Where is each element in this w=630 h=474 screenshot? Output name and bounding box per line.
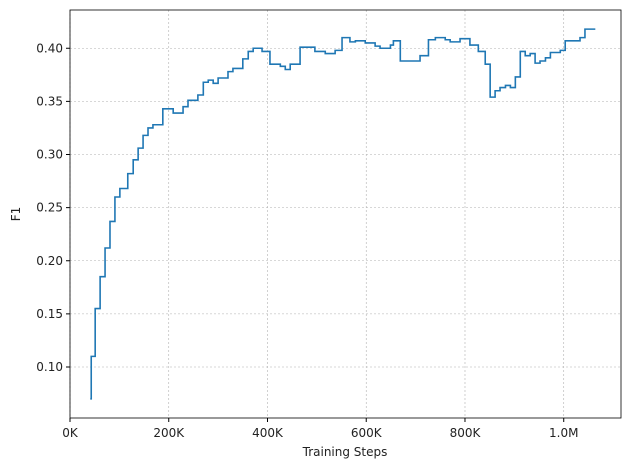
y-axis-label: F1 <box>9 207 23 222</box>
x-axis-label: Training Steps <box>302 445 388 459</box>
y-tick-label: 0.40 <box>36 41 63 55</box>
y-tick-label: 0.25 <box>36 201 63 215</box>
y-tick-label: 0.15 <box>36 307 63 321</box>
y-tick-label: 0.30 <box>36 148 63 162</box>
x-tick-label: 200K <box>153 426 185 440</box>
y-tick-label: 0.35 <box>36 94 63 108</box>
y-tick-label: 0.10 <box>36 360 63 374</box>
x-tick-label: 1.0M <box>549 426 578 440</box>
y-tick-label: 0.20 <box>36 254 63 268</box>
x-tick-label: 800K <box>450 426 482 440</box>
data-line <box>90 28 596 400</box>
x-tick-label: 600K <box>351 426 383 440</box>
x-tick-label: 400K <box>252 426 284 440</box>
x-tick-label: 0K <box>62 426 79 440</box>
plot-frame <box>69 9 622 419</box>
